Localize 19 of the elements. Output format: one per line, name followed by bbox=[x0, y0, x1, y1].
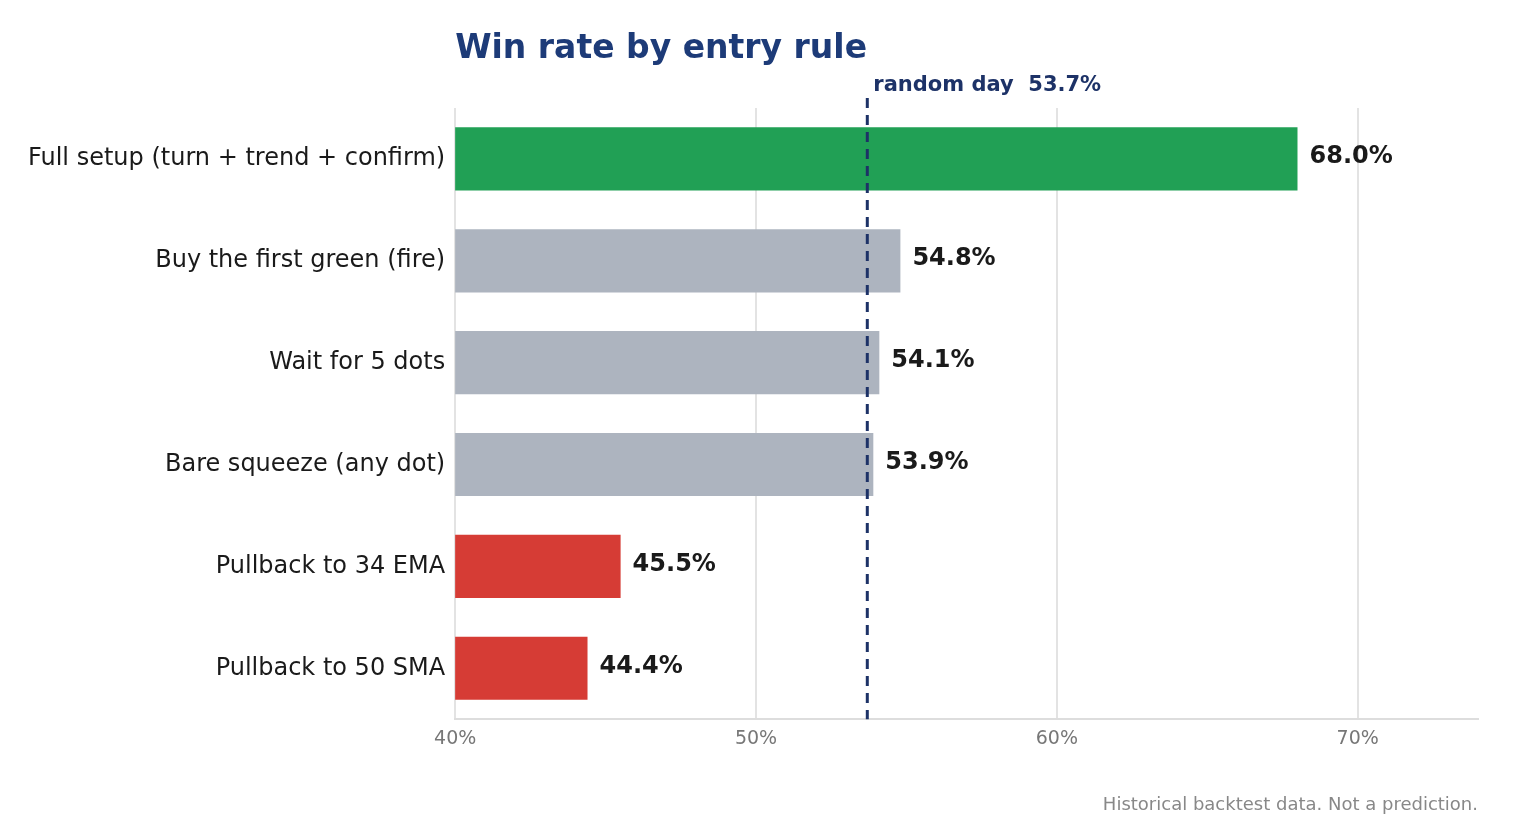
y-tick-label: Pullback to 50 SMA bbox=[215, 652, 446, 681]
x-tick-label: 40% bbox=[434, 725, 477, 748]
text: Historical backtest data. Not a prediction. bbox=[1102, 793, 1478, 814]
x-tick-label: 70% bbox=[1336, 725, 1379, 748]
chart-title: Win rate by entry rule bbox=[455, 27, 868, 66]
y-tick-label: Full setup (turn + trend + confirm) bbox=[28, 143, 446, 172]
y-tick-label: Buy the first green (fire) bbox=[155, 245, 446, 274]
x-tick-label: 50% bbox=[734, 725, 778, 748]
y-tick-label: Wait for 5 dots bbox=[269, 346, 446, 375]
y-tick-label: Pullback to 34 EMA bbox=[215, 550, 446, 579]
ref-line-label: random day 53.7% bbox=[873, 72, 1102, 97]
data-label: 54.8% bbox=[912, 243, 996, 272]
data-label: 54.1% bbox=[891, 344, 975, 373]
data-label: 53.9% bbox=[885, 446, 969, 475]
y-tick-label: Bare squeeze (any dot) bbox=[164, 448, 446, 477]
data-label: 44.4% bbox=[599, 650, 683, 679]
data-label: 68.0% bbox=[1309, 141, 1393, 170]
data-label: 45.5% bbox=[632, 548, 716, 577]
x-tick-label: 60% bbox=[1035, 725, 1078, 748]
